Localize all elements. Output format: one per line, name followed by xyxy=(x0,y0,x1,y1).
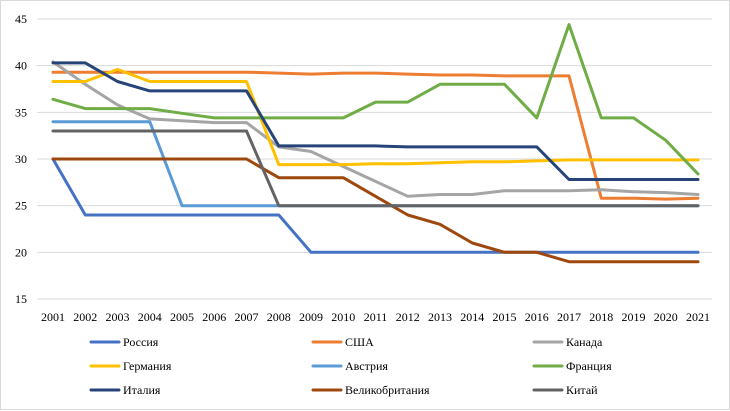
x-tick-label: 2014 xyxy=(460,310,484,324)
x-tick-label: 2004 xyxy=(138,310,162,324)
series-line-8 xyxy=(51,129,700,208)
legend-item: Австрия xyxy=(311,359,388,373)
x-tick-label: 2006 xyxy=(202,310,226,324)
legend-item: США xyxy=(311,335,374,349)
series-line-1 xyxy=(51,70,700,201)
x-tick-label: 2016 xyxy=(525,310,549,324)
legend-label: США xyxy=(345,335,374,349)
y-tick-label: 30 xyxy=(15,152,27,166)
legend-label: Австрия xyxy=(345,359,388,373)
legend-item: Италия xyxy=(89,383,161,397)
legend-item: Германия xyxy=(89,359,172,373)
x-tick-label: 2020 xyxy=(654,310,678,324)
legend-item: Китай xyxy=(532,383,598,397)
legend-label: Китай xyxy=(566,383,598,397)
legend-item: Великобритания xyxy=(311,383,430,397)
y-tick-label: 40 xyxy=(15,59,27,73)
x-tick-label: 2005 xyxy=(170,310,194,324)
x-tick-label: 2010 xyxy=(331,310,355,324)
series-line-3 xyxy=(51,67,700,167)
x-tick-label: 2018 xyxy=(589,310,613,324)
series-line-2 xyxy=(51,60,700,198)
x-tick-label: 2011 xyxy=(364,310,388,324)
series-lines xyxy=(51,23,700,264)
x-tick-label: 2003 xyxy=(106,310,130,324)
legend: Россия США Канада Германия Австрия Франция Ита… xyxy=(89,335,612,397)
x-tick-label: 2013 xyxy=(428,310,452,324)
x-tick-label: 2007 xyxy=(235,310,259,324)
legend-item: Франция xyxy=(532,359,612,373)
series-line-7 xyxy=(51,157,700,264)
x-tick-label: 2012 xyxy=(396,310,420,324)
legend-label: Канада xyxy=(566,335,603,349)
x-tick-label: 2017 xyxy=(557,310,581,324)
legend-label: Германия xyxy=(123,359,172,373)
y-tick-label: 20 xyxy=(15,245,27,259)
x-tick-label: 2021 xyxy=(686,310,710,324)
x-axis-tick-labels: 2001 2002 2003 2004 2005 2006 2007 2008 2009 2010… xyxy=(41,310,710,324)
x-tick-label: 2019 xyxy=(622,310,646,324)
y-tick-label: 35 xyxy=(15,105,27,119)
legend-item: Канада xyxy=(532,335,603,349)
series-line-6 xyxy=(51,61,700,181)
y-axis-tick-labels: 15 20 25 30 35 40 45 xyxy=(15,12,27,306)
series-line-5 xyxy=(51,23,700,176)
legend-label: Великобритания xyxy=(345,383,430,397)
x-tick-label: 2015 xyxy=(493,310,517,324)
x-tick-label: 2008 xyxy=(267,310,291,324)
x-tick-label: 2009 xyxy=(299,310,323,324)
legend-label: Италия xyxy=(123,383,161,397)
legend-label: Франция xyxy=(566,359,612,373)
x-tick-label: 2002 xyxy=(73,310,97,324)
series-line-0 xyxy=(51,157,700,254)
y-tick-label: 45 xyxy=(15,12,27,26)
legend-label: Россия xyxy=(123,335,159,349)
y-tick-label: 15 xyxy=(15,292,27,306)
y-tick-label: 25 xyxy=(15,199,27,213)
legend-item: Россия xyxy=(89,335,159,349)
x-tick-label: 2001 xyxy=(41,310,65,324)
